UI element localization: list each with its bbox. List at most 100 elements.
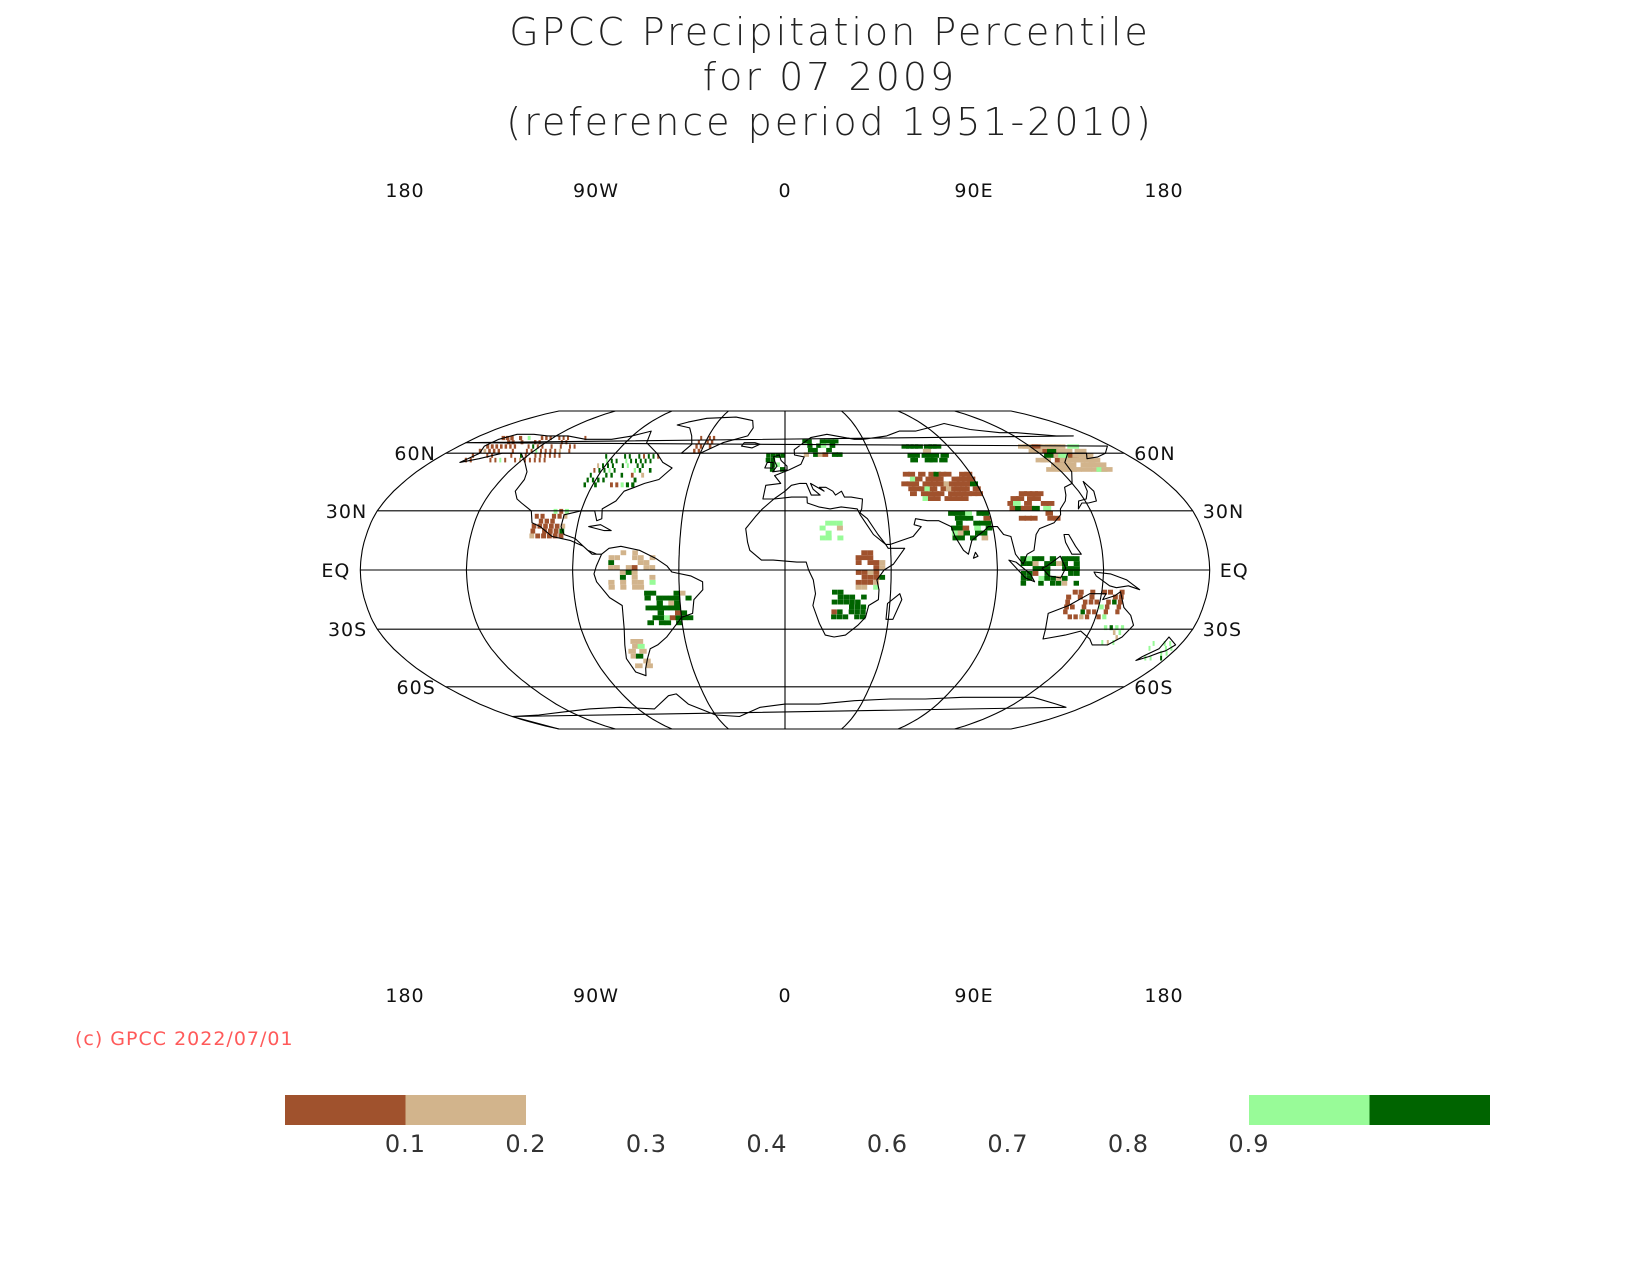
- data-cell: [625, 482, 629, 488]
- data-cell: [649, 555, 656, 561]
- data-cell: [602, 477, 605, 483]
- data-cell: [489, 457, 492, 463]
- data-cell: [837, 589, 844, 595]
- data-cell: [1032, 556, 1039, 562]
- data-cell: [1080, 609, 1085, 615]
- data-cell: [822, 452, 829, 457]
- lat-label-left: EQ: [321, 560, 350, 582]
- data-cell: [679, 590, 686, 596]
- data-cell: [1050, 580, 1056, 586]
- coastline-south-america: [593, 545, 704, 677]
- data-cell: [545, 435, 548, 441]
- data-cell: [1090, 589, 1096, 595]
- data-cell: [652, 615, 659, 621]
- data-cell: [957, 530, 965, 536]
- data-cell: [538, 457, 541, 463]
- data-cell: [559, 444, 562, 449]
- data-cell: [955, 496, 963, 501]
- data-cell: [1015, 505, 1023, 511]
- data-cell: [1088, 457, 1101, 463]
- data-cell: [943, 471, 952, 477]
- data-cell: [657, 605, 664, 611]
- data-cell: [558, 453, 561, 458]
- data-cell: [1095, 462, 1107, 468]
- data-cell: [1031, 444, 1043, 449]
- coastlines: [459, 416, 1177, 730]
- data-cell: [643, 454, 645, 459]
- data-cell: [620, 550, 627, 556]
- data-cell: [938, 481, 946, 487]
- data-cell: [933, 481, 941, 487]
- data-cell: [1007, 501, 1016, 506]
- data-cell: [861, 584, 868, 590]
- data-cell: [553, 453, 556, 458]
- data-cell: [1018, 491, 1027, 497]
- data-cell: [985, 525, 993, 531]
- data-cell: [638, 468, 642, 473]
- data-cell: [964, 471, 973, 477]
- data-cell: [940, 486, 949, 492]
- data-cell: [495, 444, 499, 449]
- data-region: [583, 454, 660, 488]
- data-cell: [562, 435, 565, 441]
- coastline-philippines: [1063, 533, 1082, 555]
- coastline-africa: [745, 496, 906, 638]
- data-cell: [1031, 505, 1040, 511]
- data-cell: [933, 496, 941, 501]
- coastline-new-zealand: [1135, 636, 1177, 662]
- data-cell: [635, 663, 643, 669]
- data-cell: [586, 477, 589, 483]
- data-cell: [637, 560, 644, 565]
- data-cell: [959, 510, 967, 516]
- data-cell: [964, 491, 972, 497]
- coastline-north-america: [459, 430, 673, 555]
- data-cell: [973, 520, 980, 526]
- data-cell: [860, 614, 866, 620]
- data-cell: [1061, 556, 1068, 562]
- data-cell: [649, 574, 656, 580]
- data-cell: [529, 533, 535, 539]
- data-cell: [860, 604, 867, 610]
- data-cell: [668, 600, 675, 606]
- data-cell: [873, 565, 880, 570]
- data-cell: [958, 535, 965, 541]
- data-cell: [837, 594, 844, 600]
- data-cell: [538, 518, 544, 524]
- data-cell: [478, 448, 482, 454]
- data-cell: [770, 453, 776, 458]
- data-cell: [1103, 625, 1108, 631]
- data-cell: [1102, 614, 1107, 620]
- data-cell: [657, 610, 664, 616]
- data-cell: [1094, 599, 1100, 605]
- data-cell: [975, 491, 983, 497]
- data-cell: [591, 477, 595, 483]
- data-cell: [1073, 614, 1078, 620]
- coastline-sumatra: [1008, 559, 1036, 583]
- data-region: [901, 471, 983, 501]
- data-cell: [816, 443, 822, 448]
- data-cell: [658, 615, 665, 621]
- data-cell: [547, 528, 553, 534]
- data-cell: [1092, 609, 1097, 615]
- data-cell: [509, 444, 512, 449]
- data-cell: [836, 452, 843, 457]
- data-region: [948, 510, 993, 541]
- lat-label-right: 60S: [1134, 677, 1173, 699]
- data-cell: [649, 565, 656, 570]
- data-cell: [641, 472, 645, 478]
- data-cell: [549, 448, 552, 454]
- data-cell: [584, 435, 587, 441]
- data-cell: [630, 458, 633, 464]
- data-cell: [775, 462, 780, 468]
- data-cell: [697, 440, 700, 445]
- coastline-borneo: [1041, 555, 1067, 579]
- data-cell: [514, 457, 517, 463]
- data-cell: [483, 448, 487, 454]
- data-cell: [1073, 556, 1080, 562]
- data-cell: [558, 448, 561, 454]
- data-cell: [1117, 599, 1123, 605]
- data-cell: [630, 472, 634, 478]
- data-cell: [1073, 561, 1080, 566]
- data-cell: [1115, 625, 1119, 631]
- data-cell: [1109, 625, 1113, 631]
